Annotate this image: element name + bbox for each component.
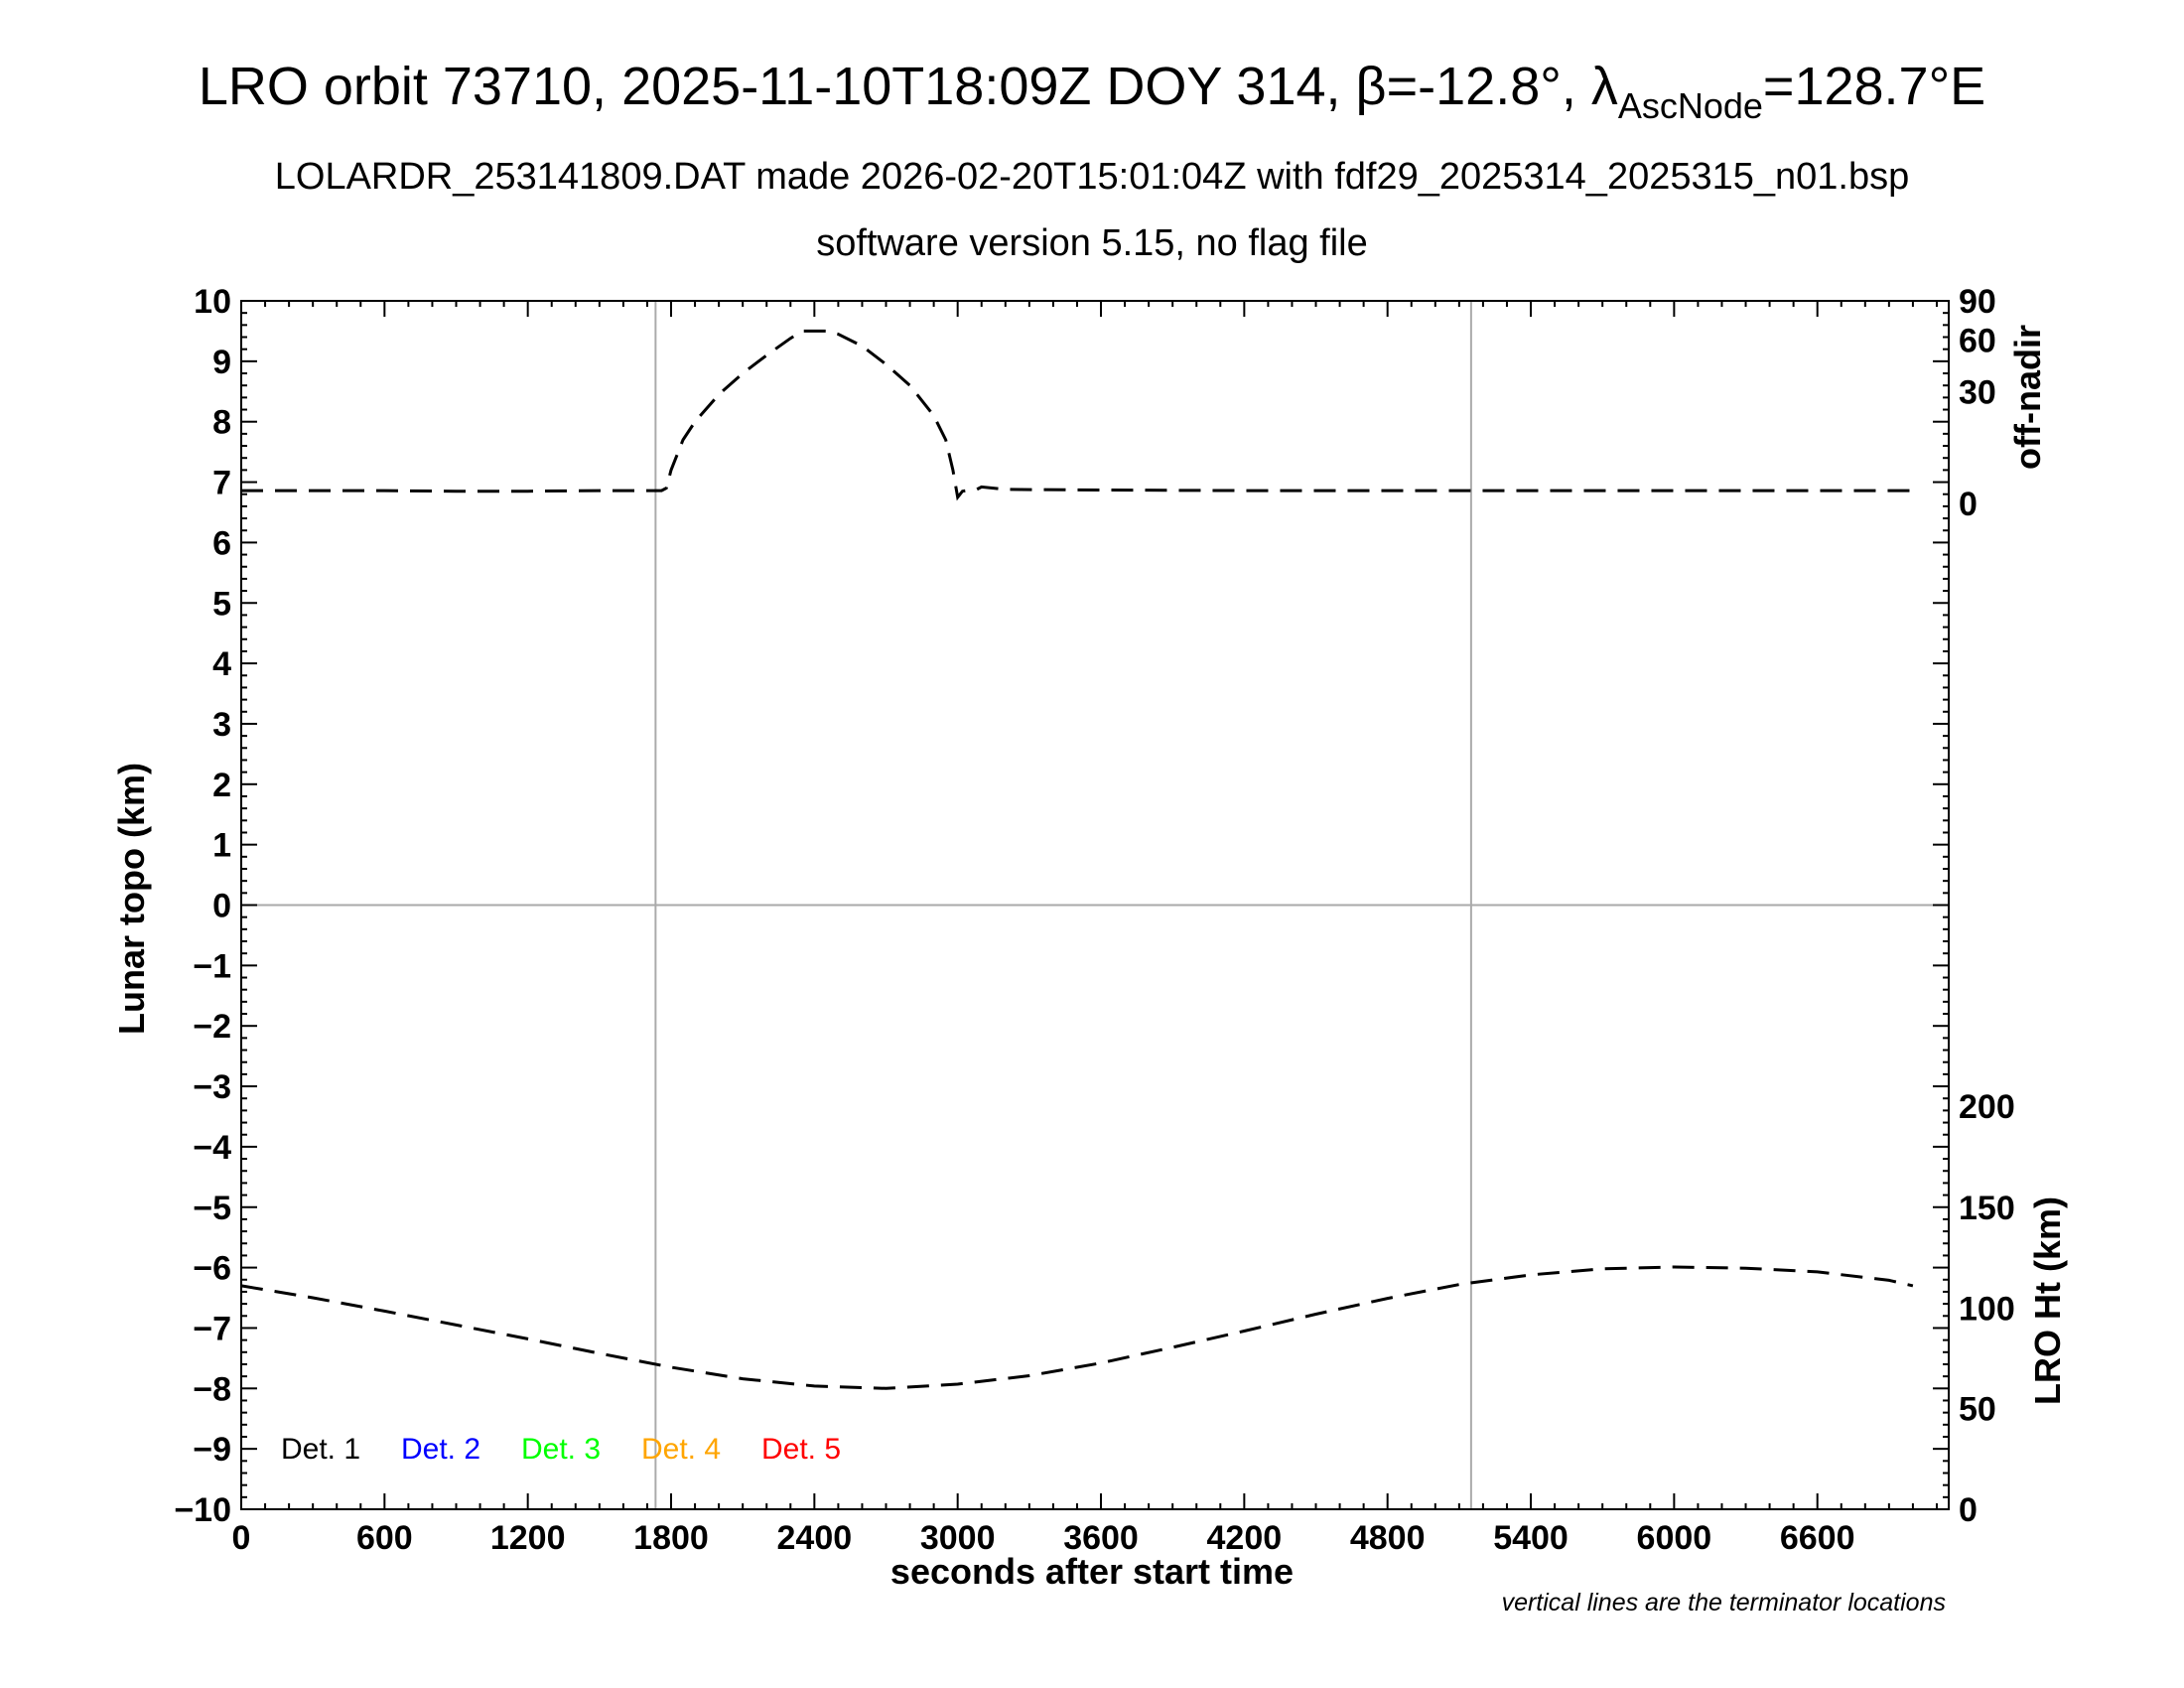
legend-entry-det-4: Det. 4	[641, 1433, 721, 1466]
y-tick-label: −3	[193, 1068, 231, 1106]
legend-entry-det-1: Det. 1	[281, 1433, 360, 1466]
x-tick-label: 3600	[1063, 1519, 1139, 1557]
x-tick-label: 5400	[1493, 1519, 1569, 1557]
legend-entry-det-2: Det. 2	[401, 1433, 480, 1466]
y-tick-label: 7	[212, 465, 231, 502]
y-tick-label: 4	[212, 645, 231, 683]
off-nadir-tick-label: 30	[1959, 373, 1996, 411]
y-tick-label: −10	[174, 1491, 231, 1529]
x-tick-label: 2400	[777, 1519, 853, 1557]
x-tick-label: 600	[356, 1519, 413, 1557]
y-tick-label: −1	[193, 947, 231, 985]
y-tick-label: −4	[193, 1129, 231, 1167]
legend: Det. 1 Det. 2 Det. 3 Det. 4 Det. 5	[281, 1433, 841, 1466]
lro-ht-tick-label: 50	[1959, 1390, 1996, 1428]
y-axis-label: Lunar topo (km)	[111, 763, 152, 1035]
x-tick-label: 6600	[1780, 1519, 1855, 1557]
y-tick-label: −9	[193, 1431, 231, 1469]
legend-entry-det-3: Det. 3	[521, 1433, 601, 1466]
y-tick-label: −2	[193, 1008, 231, 1046]
series-line-lro-ht	[240, 1265, 1914, 1390]
y-tick-label: 9	[212, 344, 231, 381]
y-tick-label: 0	[212, 888, 231, 925]
terminator-note: vertical lines are the terminator locati…	[1502, 1589, 1946, 1617]
x-tick-label: 0	[232, 1519, 251, 1557]
x-axis-label: seconds after start time	[890, 1551, 1294, 1592]
series-line-off-nadir	[241, 329, 1913, 501]
lro-ht-tick-label: 0	[1959, 1491, 1978, 1529]
y-tick-label: 1	[212, 827, 231, 865]
lro-ht-tick-label: 200	[1959, 1088, 2015, 1126]
chart-title: LRO orbit 73710, 2025-11-10T18:09Z DOY 3…	[199, 57, 1985, 126]
x-tick-label: 1800	[633, 1519, 709, 1557]
off-nadir-tick-label: 0	[1959, 486, 1978, 523]
y-tick-label: 8	[212, 404, 231, 442]
right-axis-label-lro-ht: LRO Ht (km)	[2027, 1196, 2068, 1405]
lro-ht-tick-label: 100	[1959, 1290, 2015, 1328]
x-tick-label: 3000	[920, 1519, 996, 1557]
off-nadir-tick-label: 90	[1959, 283, 1996, 321]
y-tick-label: 3	[212, 706, 231, 744]
x-tick-label: 6000	[1637, 1519, 1712, 1557]
x-tick-label: 4200	[1207, 1519, 1283, 1557]
y-tick-label: −5	[193, 1190, 231, 1227]
off-nadir-tick-label: 60	[1959, 323, 1996, 360]
axis-ticks: 0 600 1200 1800 2400 3000 3600 4200 4800 5400 6000…	[174, 283, 2014, 1557]
right-axis-label-off-nadir: off-nadir	[2007, 325, 2048, 470]
y-tick-label: 2	[212, 767, 231, 804]
y-tick-label: 5	[212, 585, 231, 623]
x-tick-label: 1200	[490, 1519, 566, 1557]
x-tick-label: 4800	[1350, 1519, 1426, 1557]
series-layer	[240, 329, 1914, 1390]
y-tick-label: 6	[212, 524, 231, 562]
terminator-lines	[241, 301, 1949, 1509]
chart-subtitle-software: software version 5.15, no flag file	[816, 222, 1368, 264]
lro-ht-tick-label: 150	[1959, 1190, 2015, 1227]
legend-entry-det-5: Det. 5	[761, 1433, 841, 1466]
chart-subtitle-file: LOLARDR_253141809.DAT made 2026-02-20T15…	[275, 156, 1910, 198]
y-tick-label: −8	[193, 1370, 231, 1408]
y-tick-label: 10	[194, 283, 231, 321]
y-tick-label: −7	[193, 1310, 231, 1347]
y-tick-label: −6	[193, 1250, 231, 1288]
